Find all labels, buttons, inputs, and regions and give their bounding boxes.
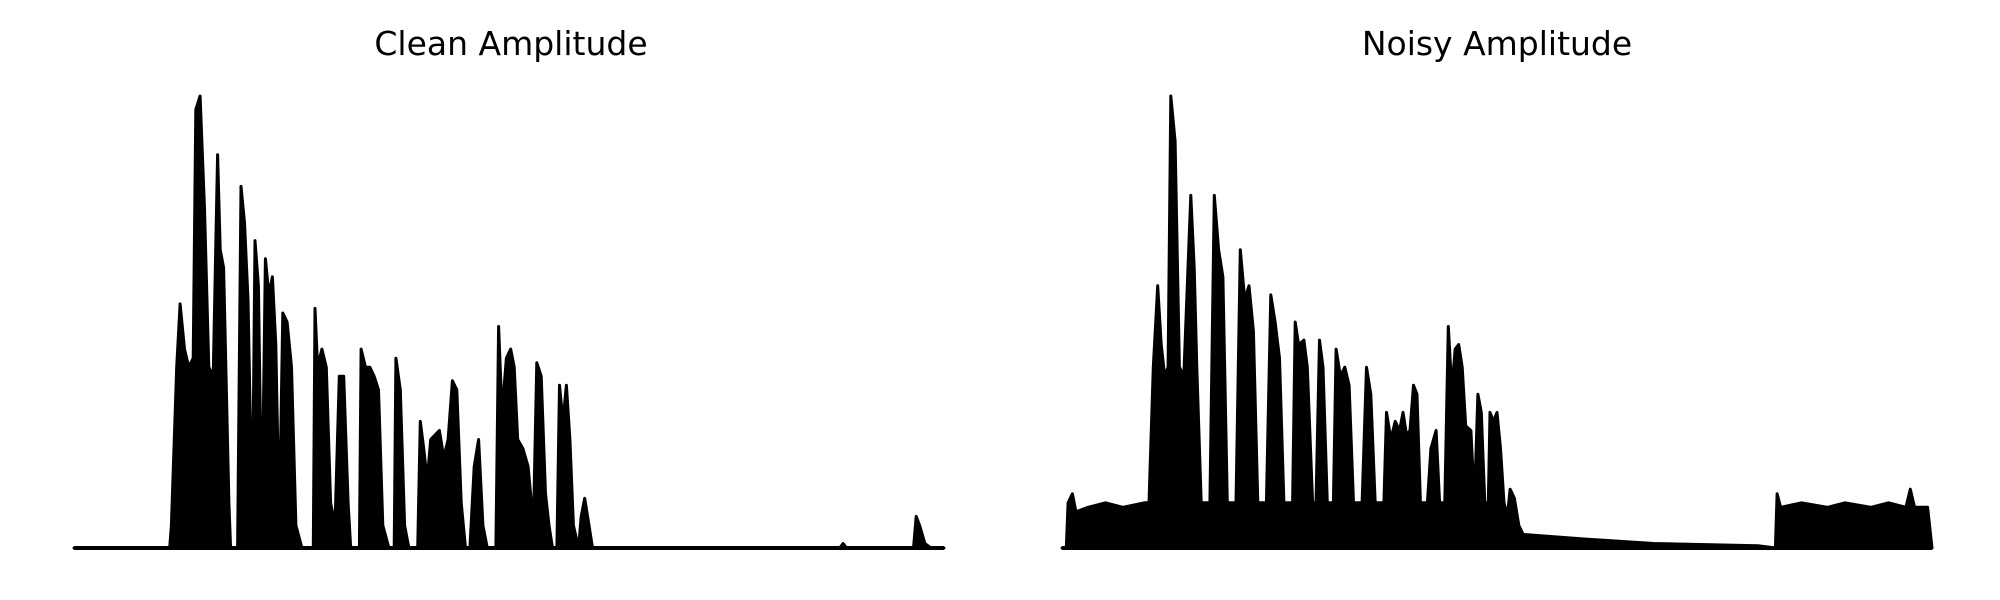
noisy-amplitude-envelope [1060, 94, 1934, 550]
clean-amplitude-envelope [72, 94, 946, 550]
clean-amplitude-plot [72, 94, 946, 550]
clean-amplitude-panel: Clean Amplitude [72, 24, 946, 550]
noisy-amplitude-plot [1060, 94, 1934, 550]
noisy-amplitude-panel: Noisy Amplitude [1000, 0, 2000, 600]
clean-amplitude-title: Clean Amplitude [374, 24, 648, 63]
noisy-amplitude-title: Noisy Amplitude [1361, 24, 1633, 63]
